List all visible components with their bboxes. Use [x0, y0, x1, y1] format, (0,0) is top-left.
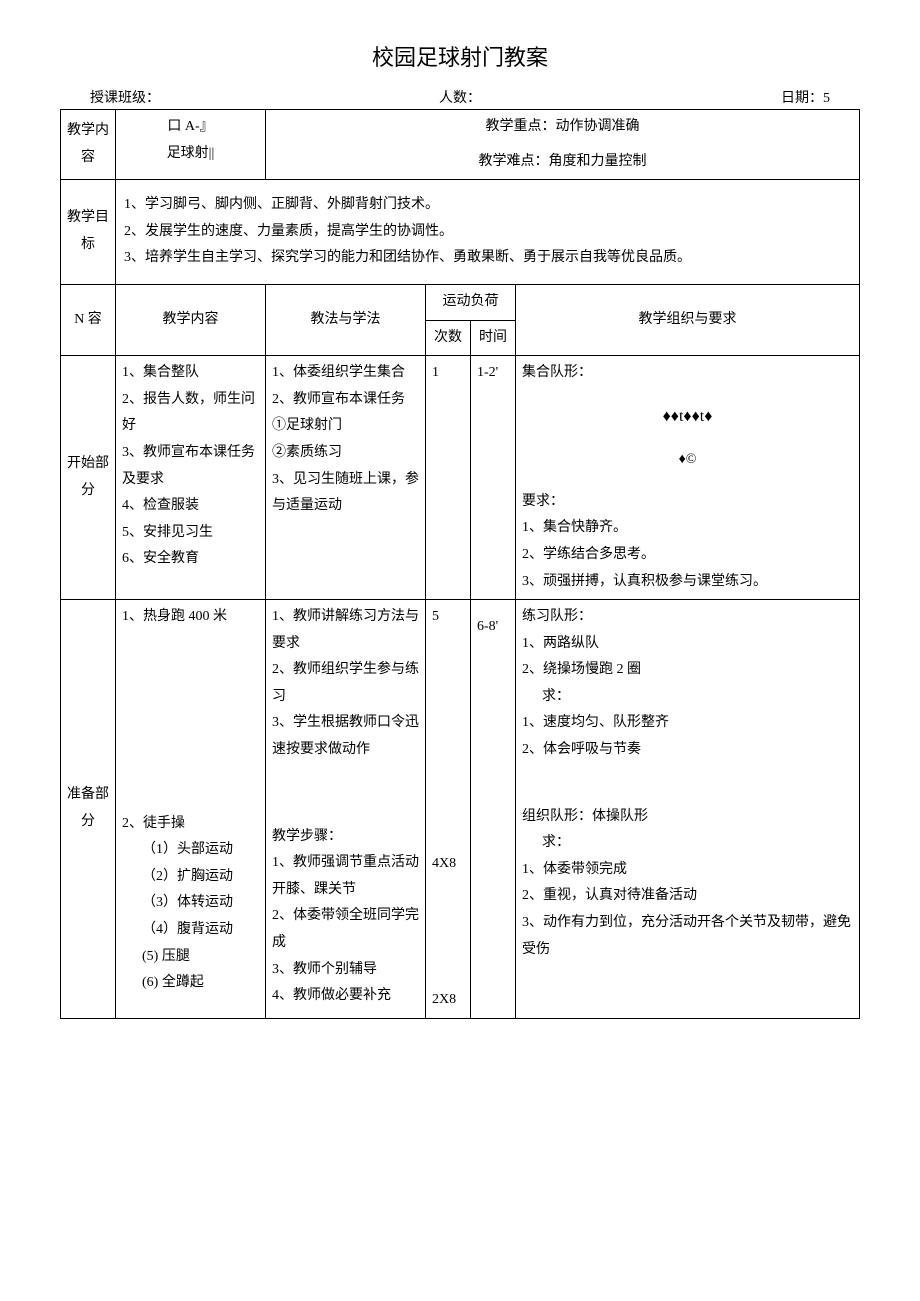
start-content-1: 1、集合整队	[122, 360, 259, 387]
start-method-5: 3、见习生随班上课，参与适量运动	[272, 467, 419, 520]
prep-org2-req-1: 1、体委带领完成	[522, 857, 853, 884]
goal-2: 2、发展学生的速度、力量素质，提高学生的协调性。	[124, 219, 851, 246]
start-label: 开始部分	[61, 356, 116, 600]
document-title: 校园足球射门教案	[60, 40, 860, 72]
subject-label: 教学内容	[61, 110, 116, 180]
header-row-1: N 容 教学内容 教法与学法 运动负荷 教学组织与要求	[61, 284, 860, 320]
start-content: 1、集合整队 2、报告人数，师生问好 3、教师宣布本课任务及要求 4、检查服装 …	[116, 356, 266, 600]
formation-1: ♦♦t♦♦t♦	[522, 402, 853, 432]
start-content-5: 5、安排见习生	[122, 520, 259, 547]
start-content-4: 4、检查服装	[122, 493, 259, 520]
prep-count2: 4X8	[432, 851, 464, 878]
date-label: 日期：5	[583, 87, 830, 107]
goal-3: 3、培养学生自主学习、探究学习的能力和团结协作、勇敢果断、勇于展示自我等优良品质…	[124, 245, 851, 272]
prep-c2-4: （4）腹背运动	[122, 917, 259, 944]
prep-content2-title: 2、徒手操	[122, 811, 259, 838]
prep-m2-2: 2、体委带领全班同学完成	[272, 903, 419, 956]
header-load: 运动负荷	[426, 284, 516, 320]
formation-2: ♦©	[522, 447, 853, 474]
prep-org: 练习队形： 1、两路纵队 2、绕操场慢跑 2 圈 求： 1、速度均匀、队形整齐 …	[516, 600, 860, 1019]
subject-cell: 口 A-』 足球射||	[116, 110, 266, 180]
prep-m2-3: 3、教师个别辅导	[272, 957, 419, 984]
prep-m1-1: 1、教师讲解练习方法与要求	[272, 604, 419, 657]
focus-cell: 教学重点：动作协调准确	[266, 110, 860, 145]
prep-m2-4: 4、教师做必要补充	[272, 983, 419, 1010]
prep-org2-req-3: 3、动作有力到位，充分活动开各个关节及韧带，避免受伤	[522, 910, 853, 963]
prep-c2-1: （1）头部运动	[122, 837, 259, 864]
header-count: 次数	[426, 320, 471, 356]
prep-org2-req-label: 求：	[522, 830, 853, 857]
goals-label: 教学目标	[61, 180, 116, 285]
meta-row: 授课班级： 人数： 日期：5	[60, 87, 860, 107]
start-method-1: 1、体委组织学生集合	[272, 360, 419, 387]
prep-row: 准备部分 1、热身跑 400 米 2、徒手操 （1）头部运动 （2）扩胸运动 （…	[61, 600, 860, 1019]
start-req-2: 2、学练结合多思考。	[522, 542, 853, 569]
start-content-2: 2、报告人数，师生问好	[122, 387, 259, 440]
count-label: 人数：	[337, 87, 584, 107]
goal-1: 1、学习脚弓、脚内侧、正脚背、外脚背射门技术。	[124, 192, 851, 219]
start-req-label: 要求：	[522, 489, 853, 516]
start-method-2: 2、教师宣布本课任务	[272, 387, 419, 414]
start-count: 1	[426, 356, 471, 600]
start-row: 开始部分 1、集合整队 2、报告人数，师生问好 3、教师宣布本课任务及要求 4、…	[61, 356, 860, 600]
header-org: 教学组织与要求	[516, 284, 860, 355]
start-content-3: 3、教师宣布本课任务及要求	[122, 440, 259, 493]
start-method-3: ①足球射门	[272, 413, 419, 440]
prep-c2-2: （2）扩胸运动	[122, 864, 259, 891]
start-org-title: 集合队形：	[522, 360, 853, 387]
difficulty-cell: 教学难点：角度和力量控制	[266, 145, 860, 180]
prep-org2-req-2: 2、重视，认真对待准备活动	[522, 883, 853, 910]
prep-org1-req-2: 2、体会呼吸与节奏	[522, 737, 853, 764]
prep-count1: 5	[432, 604, 464, 631]
prep-c2-6: (6) 全蹲起	[122, 970, 259, 997]
header-time: 时间	[471, 320, 516, 356]
start-time: 1-2'	[471, 356, 516, 600]
start-content-6: 6、安全教育	[122, 546, 259, 573]
prep-c2-3: （3）体转运动	[122, 890, 259, 917]
prep-org1-title: 练习队形：	[522, 604, 853, 631]
header-method: 教法与学法	[266, 284, 426, 355]
header-content: 教学内容	[116, 284, 266, 355]
prep-time-val: 6-8'	[477, 614, 509, 641]
prep-org1-req-label: 求：	[522, 684, 853, 711]
start-req-1: 1、集合快静齐。	[522, 515, 853, 542]
subject-line1: 口 A-』	[167, 119, 213, 134]
prep-org1-1: 1、两路纵队	[522, 631, 853, 658]
start-method-4: ②素质练习	[272, 440, 419, 467]
prep-count3: 2X8	[432, 987, 464, 1014]
goals-content: 1、学习脚弓、脚内侧、正脚背、外脚背射门技术。 2、发展学生的速度、力量素质，提…	[116, 180, 860, 285]
prep-m2-1: 1、教师强调节重点活动开膝、踝关节	[272, 850, 419, 903]
prep-label: 准备部分	[61, 600, 116, 1019]
prep-method: 1、教师讲解练习方法与要求 2、教师组织学生参与练习 3、学生根据教师口令迅速按…	[266, 600, 426, 1019]
prep-m1-2: 2、教师组织学生参与练习	[272, 657, 419, 710]
subject-row: 教学内容 口 A-』 足球射|| 教学重点：动作协调准确	[61, 110, 860, 145]
lesson-plan-table: 教学内容 口 A-』 足球射|| 教学重点：动作协调准确 教学难点：角度和力量控…	[60, 109, 860, 1019]
start-req-3: 3、顽强拼搏，认真积极参与课堂练习。	[522, 569, 853, 596]
header-section: N 容	[61, 284, 116, 355]
goals-row: 教学目标 1、学习脚弓、脚内侧、正脚背、外脚背射门技术。 2、发展学生的速度、力…	[61, 180, 860, 285]
class-label: 授课班级：	[90, 87, 337, 107]
prep-time: 6-8'	[471, 600, 516, 1019]
start-org: 集合队形： ♦♦t♦♦t♦ ♦© 要求： 1、集合快静齐。 2、学练结合多思考。…	[516, 356, 860, 600]
start-method: 1、体委组织学生集合 2、教师宣布本课任务 ①足球射门 ②素质练习 3、见习生随…	[266, 356, 426, 600]
prep-m2-title: 教学步骤：	[272, 824, 419, 851]
prep-org1-req-1: 1、速度均匀、队形整齐	[522, 710, 853, 737]
prep-count: 5 4X8 2X8	[426, 600, 471, 1019]
prep-org2-title: 组织队形：体操队形	[522, 804, 853, 831]
prep-m1-3: 3、学生根据教师口令迅速按要求做动作	[272, 710, 419, 763]
subject-line2: 足球射||	[167, 146, 215, 161]
prep-org1-2: 2、绕操场慢跑 2 圈	[522, 657, 853, 684]
prep-c2-5: (5) 压腿	[122, 944, 259, 971]
prep-content: 1、热身跑 400 米 2、徒手操 （1）头部运动 （2）扩胸运动 （3）体转运…	[116, 600, 266, 1019]
prep-content1: 1、热身跑 400 米	[122, 604, 259, 631]
